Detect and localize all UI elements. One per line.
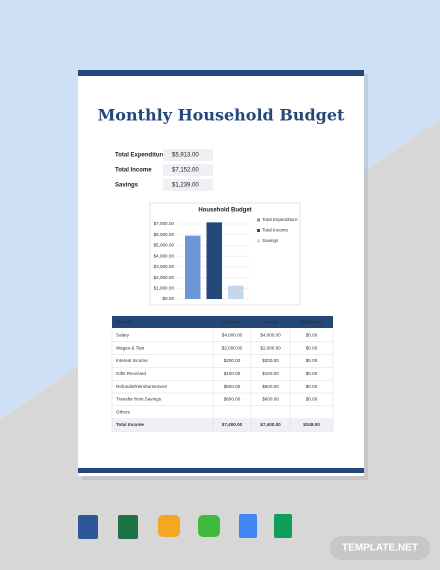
word-icon: [78, 515, 98, 539]
table-cell: Others: [116, 409, 130, 414]
summary-label: Total Income: [115, 168, 152, 174]
summary-value: $7,152.00: [172, 168, 199, 174]
top-bar: [78, 70, 364, 76]
y-tick-label: $2,000.00: [154, 275, 175, 280]
table-header-cell: Difference: [300, 320, 323, 325]
table-cell: $500.00: [224, 384, 241, 389]
table-total-cell: $7,400.00: [260, 422, 281, 427]
y-tick-label: $0.00: [163, 296, 175, 301]
bottom-bar: [78, 468, 364, 473]
chart-frame: [149, 202, 301, 306]
y-tick-label: $3,000.00: [154, 264, 175, 269]
document-title: Monthly Household Budget: [98, 106, 345, 125]
legend-label: Total Expenditure: [262, 217, 298, 222]
table-cell: $0.00: [306, 397, 318, 402]
table-cell: $500.00: [262, 384, 279, 389]
table-cell: $4,000.00: [222, 333, 243, 338]
sheets-icon: [274, 514, 292, 538]
table-cell: $4,000.00: [260, 333, 281, 338]
table-cell: Wages & Tips: [116, 345, 145, 350]
table-cell: Transfer from Savings: [116, 397, 162, 402]
watermark: TEMPLATE.NET: [342, 543, 418, 554]
table-cell: $0.00: [306, 333, 318, 338]
table-cell: $200.00: [224, 358, 241, 363]
table-header-cell: Actual: [263, 320, 277, 325]
summary-value: $5,913.00: [172, 153, 199, 159]
table-cell: $600.00: [262, 397, 279, 402]
table-header-bg: [112, 316, 333, 328]
table-cell: $100.00: [224, 371, 241, 376]
table-total-cell: Total Income: [116, 422, 144, 427]
legend-label: Savings: [262, 238, 279, 243]
summary-box: [163, 149, 213, 161]
table-cell: $0.00: [306, 358, 318, 363]
pages-icon: [158, 515, 180, 537]
y-tick-label: $7,000.00: [154, 221, 175, 226]
legend-swatch: [257, 218, 260, 222]
docs-icon: [239, 514, 257, 538]
summary-label: Savings: [115, 183, 139, 189]
summary-value: $1,239.00: [172, 183, 199, 189]
table-cell: $100.00: [262, 371, 279, 376]
table-cell: $600.00: [224, 397, 241, 402]
y-tick-label: $5,000.00: [154, 243, 175, 248]
y-tick-label: $4,000.00: [154, 253, 175, 258]
y-tick-label: $6,000.00: [154, 232, 175, 237]
table-cell: $0.00: [306, 371, 318, 376]
table-cell: $200.00: [262, 358, 279, 363]
watermark-pill: [330, 536, 430, 560]
table-header-cell: Estimate: [222, 320, 242, 325]
excel-icon: [118, 515, 138, 539]
app-icons: [78, 514, 292, 539]
summary-label: Total Expenditure: [115, 153, 166, 159]
bar: [206, 222, 222, 299]
table-cell: $2,000.00: [260, 345, 281, 350]
summary-box: [163, 164, 213, 176]
table-header-cell: Income: [116, 320, 133, 325]
legend-swatch: [257, 229, 260, 232]
legend-label: Total Income: [262, 228, 288, 233]
total-row-bg: [112, 418, 333, 432]
table-total-cell: $248.00: [303, 422, 320, 427]
table-total-cell: $7,400.00: [222, 422, 243, 427]
chart-title: Household Budget: [198, 208, 251, 214]
legend-swatch: [257, 239, 260, 243]
table-cell: Gifts Received: [116, 371, 146, 376]
table-cell: $2,000.00: [222, 345, 243, 350]
numbers-icon: [198, 515, 220, 537]
y-tick-label: $1,000.00: [154, 286, 175, 291]
bar: [185, 235, 201, 299]
table-cell: Salary: [116, 333, 130, 338]
table-cell: Interest Income: [116, 358, 148, 363]
table-cell: $0.00: [306, 384, 318, 389]
table-cell: Refunds/Reimbursement: [116, 384, 168, 389]
bar: [228, 285, 244, 299]
table-cell: $0.00: [306, 345, 318, 350]
summary-box: [163, 179, 213, 191]
